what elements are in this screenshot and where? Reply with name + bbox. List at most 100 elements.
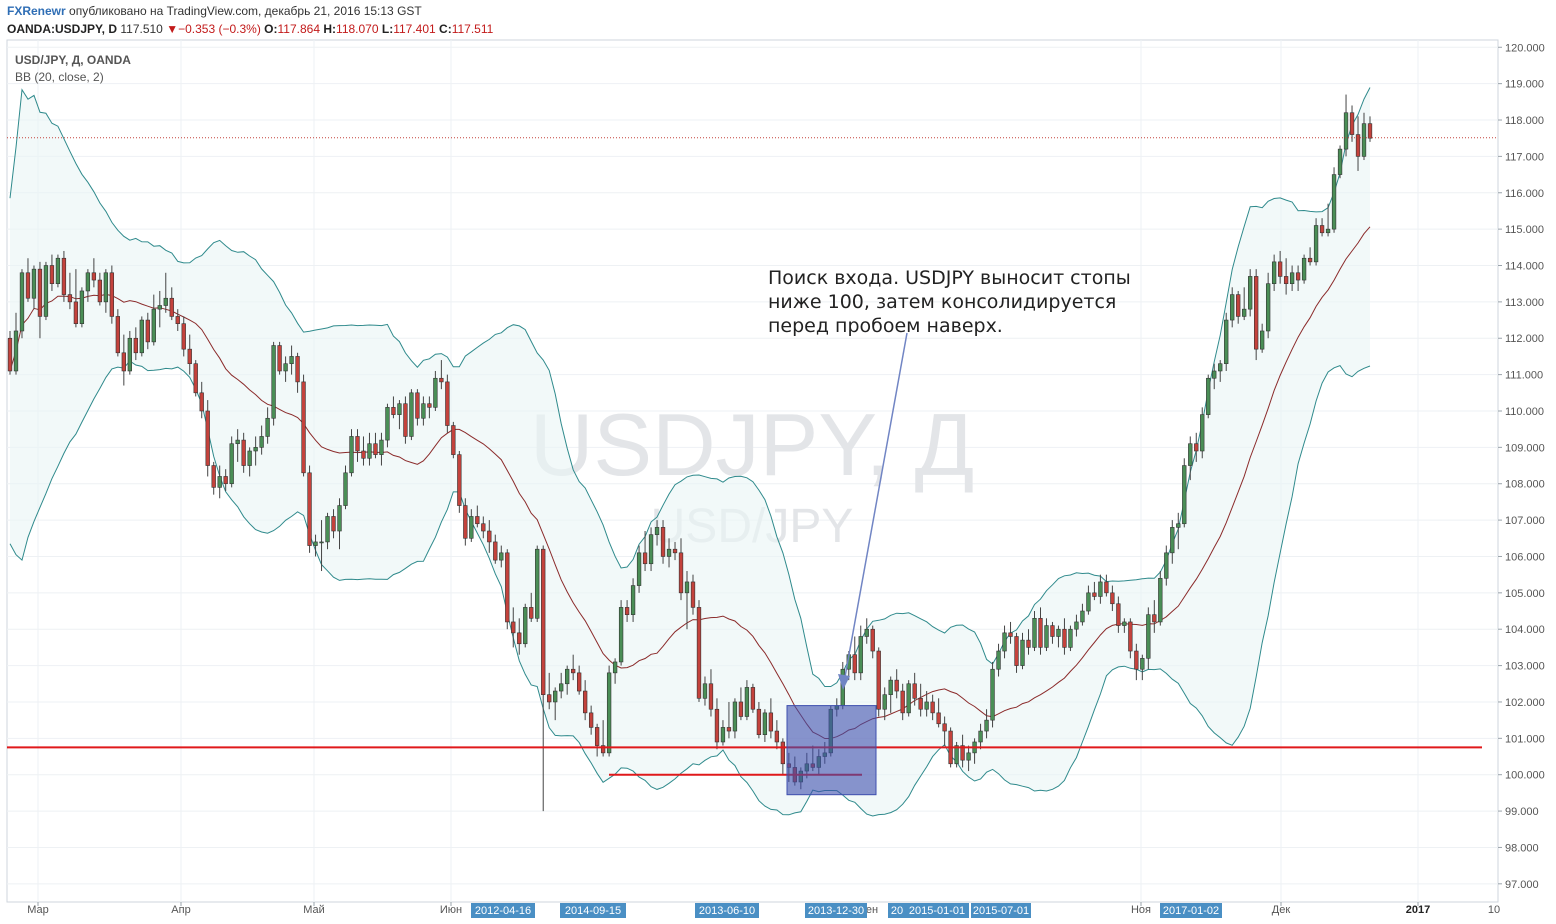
candle-body — [744, 687, 750, 717]
candle — [379, 432, 384, 466]
candle-body — [229, 443, 234, 485]
change-value: −0.353 (−0.3%) — [178, 22, 261, 36]
candle-body — [1164, 552, 1169, 579]
candle-body — [187, 348, 192, 365]
annotation-line-3: перед пробоем наверх. — [768, 315, 1003, 337]
candle-body — [151, 308, 156, 343]
candle-body — [487, 530, 492, 543]
candle — [139, 316, 144, 357]
price-tick-label: 109.000 — [1505, 442, 1545, 454]
candle — [906, 680, 911, 717]
candle-body — [666, 548, 672, 557]
candle — [768, 698, 774, 739]
candle-body — [1319, 225, 1325, 234]
candle-body — [732, 701, 738, 732]
candle — [1289, 265, 1295, 291]
candle-body — [289, 356, 294, 365]
candle — [696, 600, 702, 702]
candle-body — [157, 305, 162, 310]
candle — [1116, 596, 1121, 633]
candle — [1092, 581, 1097, 601]
candle-body — [397, 403, 402, 415]
candle-body — [499, 552, 504, 561]
candle-body — [1349, 112, 1355, 135]
candle — [1008, 621, 1013, 644]
candle-body — [648, 534, 654, 565]
candle — [25, 258, 31, 302]
candle — [1140, 654, 1145, 681]
candle-body — [1254, 276, 1259, 350]
candle-body — [295, 356, 300, 383]
candle-body — [31, 268, 37, 299]
candle — [163, 272, 168, 313]
candle — [996, 643, 1001, 677]
time-label: Ноя — [1131, 904, 1151, 916]
candle-body — [1206, 377, 1211, 415]
candle-body — [1170, 527, 1175, 554]
candle-body — [1218, 363, 1223, 372]
candle-body — [361, 450, 366, 459]
candle-body — [1086, 592, 1091, 612]
candle-body — [319, 541, 324, 544]
candle-body — [439, 377, 444, 383]
candle-body — [1098, 581, 1103, 597]
candle-body — [109, 272, 115, 317]
candle — [642, 531, 648, 572]
candle — [1218, 360, 1223, 382]
date-tag: 2013-06-10 — [699, 905, 755, 917]
candle — [547, 672, 552, 710]
candle-body — [1158, 577, 1163, 623]
price-tick-label: 110.000 — [1505, 406, 1544, 418]
series-title: USD/JPY, Д, OANDA — [15, 53, 131, 67]
price-tick-label: 111.000 — [1505, 370, 1543, 382]
candle-body — [1140, 658, 1145, 670]
candle — [253, 436, 258, 466]
candle-body — [630, 585, 636, 615]
time-label: Дек — [1272, 904, 1291, 916]
candle — [1086, 585, 1091, 615]
candle-body — [169, 297, 174, 317]
candle-body — [696, 607, 702, 699]
candle — [1044, 618, 1049, 652]
candle — [283, 356, 288, 382]
annotation-arrowhead-icon — [838, 674, 850, 690]
candle — [618, 600, 624, 666]
high-value: 118.070 — [336, 22, 379, 36]
candle — [241, 432, 246, 473]
candle-body — [481, 523, 486, 532]
candle — [594, 723, 600, 757]
candle-body — [1026, 639, 1031, 648]
candle-body — [199, 392, 204, 412]
candle — [205, 400, 210, 477]
time-axis[interactable]: Мар Апр Май Июн Ноя Дек 2017 ен 10 2012-04-16 2014… — [27, 902, 1500, 918]
candle — [1170, 520, 1175, 564]
candle-body — [493, 541, 498, 561]
candle-body — [702, 683, 708, 699]
candle — [1349, 105, 1355, 142]
price-axis[interactable]: 97.000 98.000 99.000 100.000 101.000 102.000 1… — [1498, 42, 1545, 891]
date-tag-bg — [971, 903, 1031, 918]
author-link[interactable]: FXRenewr — [7, 4, 66, 18]
candle — [1361, 112, 1367, 161]
candle-body — [457, 454, 462, 506]
candle — [373, 432, 378, 459]
candle — [175, 309, 180, 331]
candle — [864, 618, 869, 644]
date-tag: 2012-04-16 — [475, 905, 531, 917]
candle-body — [427, 403, 432, 408]
candle — [337, 498, 342, 550]
candle — [750, 683, 756, 713]
candle-body — [271, 345, 276, 419]
candle — [169, 287, 174, 321]
candle-body — [1283, 276, 1289, 284]
candle-body — [1122, 621, 1127, 626]
candle — [463, 498, 468, 546]
candle-body — [1188, 443, 1193, 466]
candle-body — [954, 745, 959, 765]
candle-body — [1260, 330, 1265, 350]
candle-body — [49, 265, 55, 284]
candle — [565, 665, 570, 695]
candle — [1224, 312, 1229, 371]
candle-body — [876, 650, 881, 710]
